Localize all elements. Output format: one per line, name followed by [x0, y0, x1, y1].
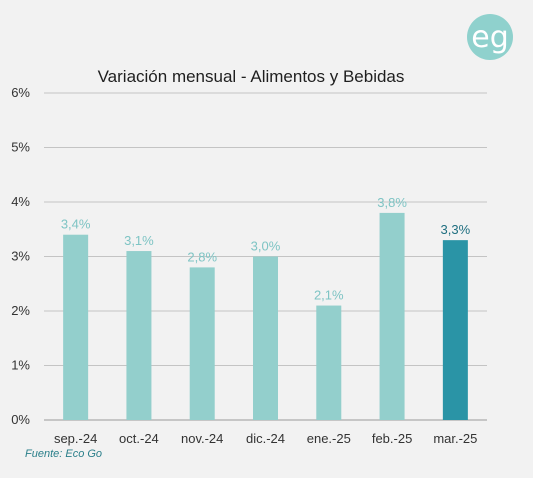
logo-circle [467, 14, 513, 60]
bar-sep.-24 [63, 234, 89, 420]
y-tick-label: 2% [11, 303, 30, 318]
chart-title: Variación mensual - Alimentos y Bebidas [98, 67, 405, 86]
x-tick-label: feb.-25 [372, 431, 412, 446]
data-label: 3,1% [124, 233, 154, 248]
x-tick-label: sep.-24 [54, 431, 97, 446]
y-tick-label: 0% [11, 412, 30, 427]
data-label: 2,8% [187, 249, 217, 264]
source-note: Fuente: Eco Go [25, 448, 102, 460]
bar-oct.-24 [126, 251, 152, 420]
data-label: 3,8% [377, 195, 407, 210]
y-tick-label: 3% [11, 249, 30, 264]
x-tick-label: oct.-24 [119, 431, 159, 446]
y-axis-ticks: 0% 1% 2% 3% 4% 5% 6% [11, 85, 30, 427]
y-tick-label: 6% [11, 85, 30, 100]
data-labels: 3,4% 3,1% 2,8% 3,0% 2,1% 3,8% 3,3% [61, 195, 471, 303]
bar-nov.-24 [189, 267, 215, 420]
data-label: 3,3% [441, 222, 471, 237]
y-tick-label: 5% [11, 140, 30, 155]
data-label: 2,1% [314, 288, 344, 303]
data-label: 3,4% [61, 217, 91, 232]
bar-dic.-24 [253, 256, 278, 420]
bar-mar.-25 [442, 240, 468, 420]
y-tick-label: 4% [11, 194, 30, 209]
x-tick-label: mar.-25 [433, 431, 477, 446]
bar-feb.-25 [379, 212, 405, 420]
x-tick-label: ene.-25 [307, 431, 351, 446]
y-tick-label: 1% [11, 358, 30, 373]
x-axis-ticks: sep.-24 oct.-24 nov.-24 dic.-24 ene.-25 feb.-… [54, 431, 477, 446]
bar-ene.-25 [316, 305, 342, 420]
logo: eg [467, 14, 513, 60]
bars [63, 212, 468, 420]
x-tick-label: dic.-24 [246, 431, 285, 446]
data-label: 3,0% [251, 239, 281, 254]
x-tick-label: nov.-24 [181, 431, 223, 446]
logo-text: eg [471, 20, 509, 55]
